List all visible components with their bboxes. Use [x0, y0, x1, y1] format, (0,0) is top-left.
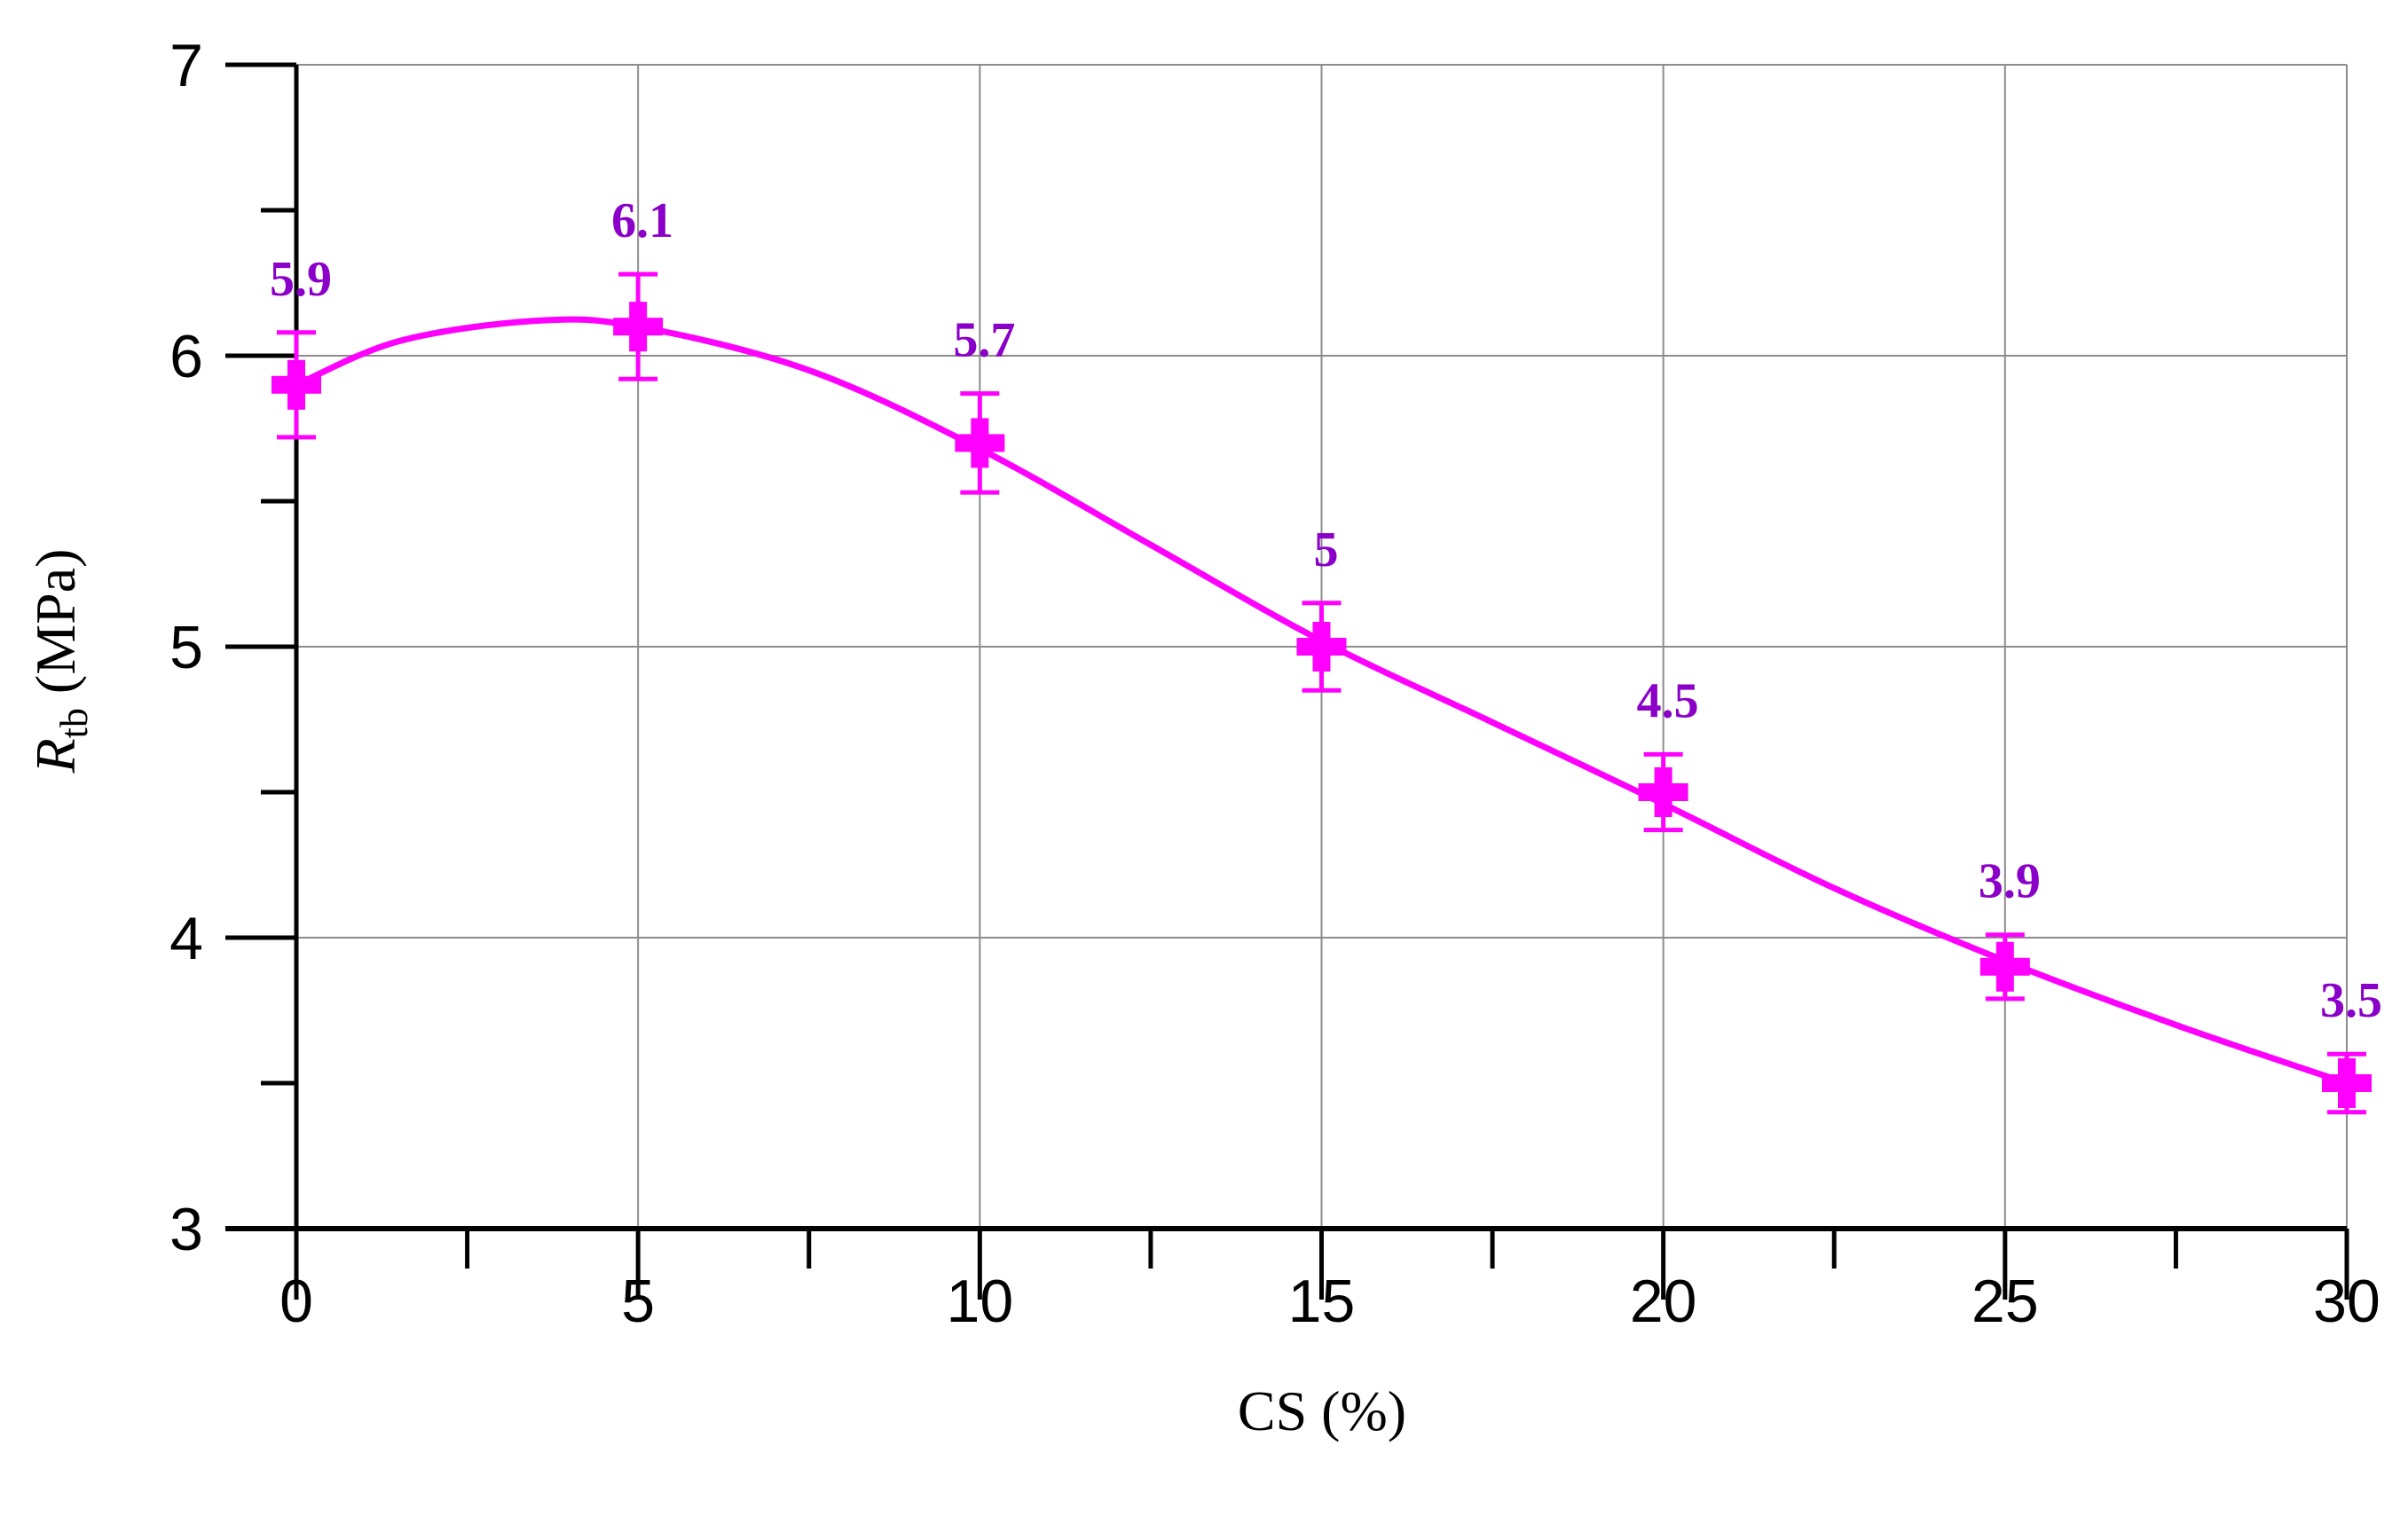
data-point	[1638, 751, 1688, 833]
data-point	[955, 391, 1005, 495]
y-tick-label: 3	[169, 1196, 203, 1263]
x-axis-title: CS (%)	[1238, 1379, 1406, 1442]
y-tick-label: 7	[169, 32, 203, 99]
x-tick-label: 0	[279, 1268, 313, 1335]
data-point	[271, 330, 321, 440]
marker-horizontal	[1296, 638, 1347, 656]
marker-horizontal	[1638, 783, 1688, 801]
y-axis-tick-labels: 3 4 5 6 7	[169, 32, 203, 1263]
data-point	[2322, 1051, 2372, 1115]
y-tick-label: 5	[169, 614, 203, 681]
x-tick-label: 30	[2313, 1268, 2380, 1335]
axes	[225, 62, 2349, 1300]
x-tick-label: 10	[947, 1268, 1014, 1335]
data-label: 5	[1314, 522, 1339, 577]
marker-horizontal	[1979, 957, 2030, 976]
data-point	[1296, 601, 1347, 693]
x-tick-label: 20	[1630, 1268, 1697, 1335]
x-axis-tick-labels: 0 5 10 15 20 25 30	[279, 1268, 2380, 1335]
x-tick-label: 15	[1288, 1268, 1356, 1335]
data-label: 3.9	[1979, 854, 2041, 909]
y-tick-label: 4	[169, 905, 203, 972]
x-tick-label: 25	[1971, 1268, 2039, 1335]
data-label: 5.7	[953, 313, 1015, 368]
data-label: 3.5	[2320, 973, 2382, 1028]
y-axis-title-subscript: tb	[52, 708, 96, 738]
marker-horizontal	[271, 375, 321, 394]
y-tick-label: 6	[169, 323, 203, 390]
x-tick-label: 5	[621, 1268, 655, 1335]
data-point	[613, 271, 664, 381]
y-axis-title-unit: (MPa)	[24, 549, 87, 709]
marker-horizontal	[613, 318, 664, 336]
data-label: 5.9	[270, 252, 332, 307]
data-points	[271, 271, 2372, 1115]
y-axis-title-main: R	[24, 738, 87, 774]
y-axis-title: Rtb (MPa)	[24, 549, 96, 774]
data-label: 4.5	[1637, 673, 1699, 728]
marker-horizontal	[2322, 1074, 2372, 1092]
data-label: 6.1	[611, 193, 673, 248]
data-labels: 5.9 6.1 5.7 5 4.5 3.9 3.5	[270, 193, 2382, 1028]
grid-lines	[296, 64, 2348, 1229]
data-point	[1979, 932, 2030, 1002]
marker-horizontal	[955, 434, 1005, 452]
